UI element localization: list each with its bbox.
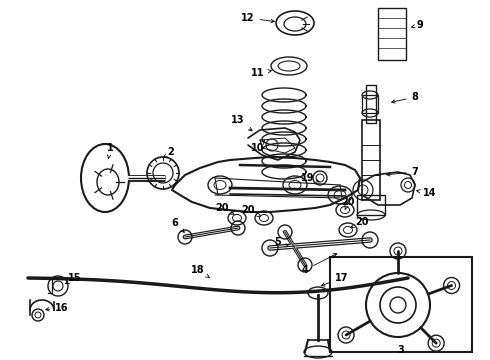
Text: 4: 4: [302, 254, 337, 275]
Text: 9: 9: [411, 20, 423, 30]
Bar: [366, 85, 376, 123]
Bar: [330, 257, 472, 352]
Text: 20: 20: [241, 205, 261, 216]
Text: 20: 20: [351, 217, 369, 228]
Text: 12: 12: [241, 13, 274, 23]
Text: 14: 14: [416, 188, 437, 198]
Text: 16: 16: [46, 303, 69, 313]
Bar: [357, 195, 385, 215]
Text: 5: 5: [274, 237, 289, 247]
Text: 2: 2: [164, 147, 174, 157]
Text: 13: 13: [231, 115, 252, 131]
Text: 8: 8: [392, 92, 418, 103]
Text: 17: 17: [321, 273, 349, 286]
Text: 7: 7: [387, 167, 418, 177]
Text: 1: 1: [107, 143, 113, 159]
Text: 15: 15: [65, 273, 82, 284]
Text: 19: 19: [301, 173, 319, 183]
Bar: [362, 95, 378, 113]
Bar: [378, 8, 406, 60]
Text: 20: 20: [215, 203, 234, 215]
Bar: [362, 120, 380, 200]
Text: 11: 11: [251, 68, 271, 78]
Text: 6: 6: [172, 218, 184, 232]
Text: 20: 20: [341, 197, 355, 210]
Text: 3: 3: [397, 345, 404, 355]
Text: 10: 10: [251, 140, 265, 153]
Text: 18: 18: [191, 265, 210, 278]
